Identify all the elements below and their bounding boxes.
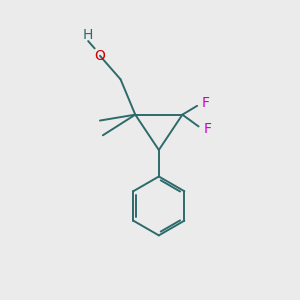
Text: O: O bbox=[94, 49, 105, 63]
Text: F: F bbox=[203, 122, 211, 136]
Text: F: F bbox=[202, 96, 210, 110]
Text: H: H bbox=[83, 28, 93, 42]
